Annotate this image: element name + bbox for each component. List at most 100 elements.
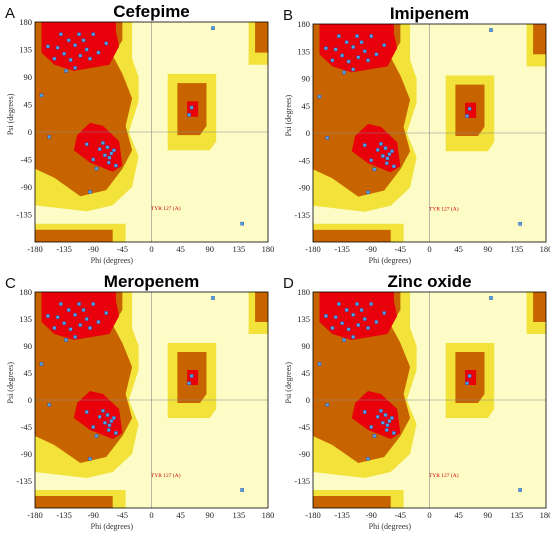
residue-point-26 <box>387 419 392 423</box>
x-tick-label: -135 <box>56 244 72 254</box>
y-tick-label: -45 <box>299 422 310 432</box>
residue-point-21 <box>97 147 102 151</box>
residue-point-22 <box>106 428 111 432</box>
residue-point-36 <box>317 362 322 366</box>
residue-point-2 <box>62 51 66 56</box>
y-tick-label: 45 <box>302 101 311 111</box>
residue-point-30 <box>467 106 472 111</box>
residue-point-18 <box>381 421 385 425</box>
residue-point-18 <box>103 153 107 158</box>
residue-point-15 <box>91 32 96 37</box>
residue-point-17 <box>356 55 361 60</box>
region-core-8 <box>41 22 120 71</box>
residue-point-31 <box>465 114 469 118</box>
x-tick-label: -180 <box>27 244 43 254</box>
residue-point-19 <box>385 423 390 428</box>
residue-point-6 <box>88 56 92 61</box>
residue-point-2 <box>62 321 66 326</box>
residue-point-12 <box>73 66 77 70</box>
residue-point-16 <box>46 44 50 49</box>
residue-point-33 <box>88 190 92 194</box>
residue-point-36 <box>39 362 44 366</box>
panel-title: Imipenem <box>390 4 469 23</box>
plot-frame <box>34 291 269 509</box>
residue-point-18 <box>381 154 385 158</box>
x-tick-label: -45 <box>117 244 128 254</box>
x-tick-label: 0 <box>427 244 431 254</box>
residue-point-20 <box>112 148 116 153</box>
y-tick-label: 90 <box>24 72 33 82</box>
residue-point-20 <box>390 149 394 153</box>
panel-title: Zinc oxide <box>387 272 471 291</box>
x-tick-label: -180 <box>305 244 321 254</box>
residue-point-27 <box>84 410 89 414</box>
x-tick-label: -90 <box>366 510 377 520</box>
panel-title: Cefepime <box>113 2 190 21</box>
region-core-8 <box>319 24 398 73</box>
residue-point-34 <box>489 296 493 300</box>
residue-point-6 <box>366 58 370 63</box>
residue-point-12 <box>73 335 77 339</box>
x-tick-label: -135 <box>334 244 350 254</box>
y-tick-label: -135 <box>294 210 310 220</box>
residue-point-9 <box>359 308 364 312</box>
x-tick-label: -180 <box>27 510 43 520</box>
y-tick-label: 45 <box>24 368 33 378</box>
residue-point-23 <box>91 157 96 162</box>
residue-point-13 <box>104 41 108 46</box>
x-tick-label: 90 <box>484 510 493 520</box>
residue-point-27 <box>84 142 89 147</box>
residue-point-22 <box>384 428 389 432</box>
region-core-8 <box>41 292 120 340</box>
residue-point-33 <box>88 457 92 461</box>
x-tick-label: -180 <box>305 510 321 520</box>
y-tick-label: -45 <box>299 155 310 165</box>
plot-frame <box>312 23 547 243</box>
y-tick-label: 0 <box>28 395 32 405</box>
residue-point-19 <box>107 423 112 428</box>
residue-annotation: TYR 127 (A) <box>429 472 459 479</box>
residue-point-0 <box>66 38 71 43</box>
residue-point-3 <box>355 302 359 306</box>
residue-point-30 <box>189 105 194 110</box>
residue-point-7 <box>68 327 73 332</box>
residue-point-11 <box>52 326 57 330</box>
residue-point-14 <box>342 338 346 342</box>
x-tick-label: 45 <box>176 510 185 520</box>
residue-point-10 <box>374 52 379 57</box>
x-axis-label: Phi (degrees) <box>369 256 412 265</box>
y-tick-label: 0 <box>306 128 310 138</box>
x-tick-label: -90 <box>88 510 99 520</box>
residue-point-33 <box>366 190 370 195</box>
residue-point-13 <box>104 311 108 315</box>
panel-letter: C <box>5 275 16 292</box>
region-allowed-6 <box>35 496 113 508</box>
x-tick-label: -135 <box>56 510 72 520</box>
x-tick-label: -45 <box>395 244 406 254</box>
y-tick-label: -45 <box>21 422 32 432</box>
residue-point-15 <box>369 34 374 38</box>
residue-point-7 <box>346 327 351 332</box>
y-axis-label: Psi (degrees) <box>6 93 15 135</box>
region-allowed-6 <box>35 229 113 242</box>
residue-point-1 <box>73 43 77 48</box>
x-tick-label: 45 <box>454 510 463 520</box>
residue-point-11 <box>52 56 57 61</box>
residue-point-30 <box>189 374 194 378</box>
residue-point-9 <box>81 38 86 43</box>
residue-point-25 <box>379 142 383 146</box>
residue-point-10 <box>374 320 379 324</box>
residue-point-13 <box>382 311 386 315</box>
residue-point-30 <box>467 374 472 378</box>
residue-point-19 <box>107 155 112 160</box>
panel-b: -180 -135 -90 -45 0 45 90 135 180 180 135 90 45 0 -45 -… <box>283 4 550 265</box>
residue-point-21 <box>375 415 380 419</box>
residue-point-25 <box>101 141 105 145</box>
x-tick-label: 180 <box>262 510 275 520</box>
y-tick-label: 135 <box>19 45 32 55</box>
x-tick-label: 90 <box>484 244 493 254</box>
residue-point-5 <box>333 315 338 320</box>
x-tick-label: 0 <box>149 244 153 254</box>
residue-point-24 <box>114 431 118 435</box>
